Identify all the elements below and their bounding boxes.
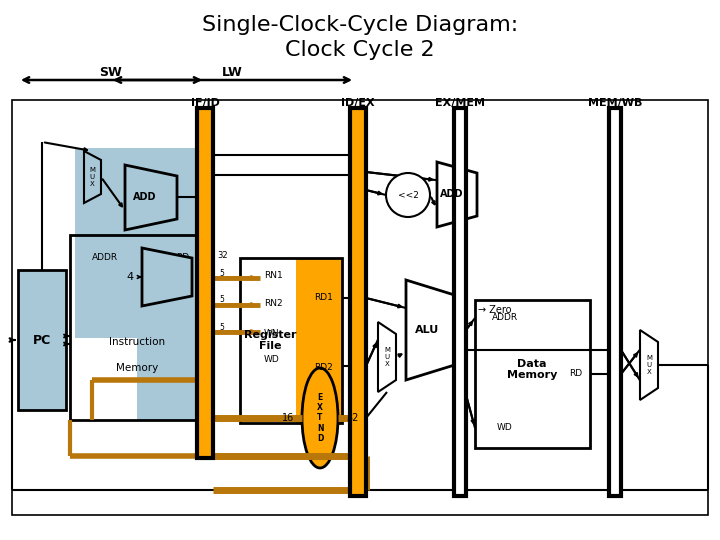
Text: <<2: <<2	[397, 191, 418, 199]
Text: ADDR: ADDR	[92, 253, 118, 261]
Text: LW: LW	[222, 65, 243, 78]
Text: Data
Memory: Data Memory	[507, 359, 557, 380]
Text: ALU: ALU	[415, 325, 439, 335]
Text: Single-Clock-Cycle Diagram:: Single-Clock-Cycle Diagram:	[202, 15, 518, 35]
Text: 32: 32	[346, 413, 359, 423]
Bar	[609, 108, 621, 496]
Bar	[70, 235, 205, 420]
Text: M
U
X: M U X	[89, 167, 95, 187]
Bar	[197, 108, 213, 458]
Text: SW: SW	[99, 65, 122, 78]
Text: E
X
T
N
D: E X T N D	[317, 393, 323, 443]
Text: Instruction: Instruction	[109, 338, 165, 347]
Text: MEM/WB: MEM/WB	[588, 98, 642, 108]
Text: RD2: RD2	[314, 363, 333, 373]
Polygon shape	[406, 280, 461, 380]
Text: WN: WN	[264, 328, 279, 338]
Text: RD: RD	[176, 253, 189, 261]
Text: RN1: RN1	[264, 272, 283, 280]
Text: ADDR: ADDR	[492, 314, 518, 322]
Bar	[12, 100, 708, 515]
Polygon shape	[378, 322, 396, 392]
Text: Clock Cycle 2: Clock Cycle 2	[285, 40, 435, 60]
Text: RD: RD	[570, 369, 582, 379]
Ellipse shape	[302, 368, 338, 468]
Text: 32: 32	[217, 251, 228, 260]
Circle shape	[386, 173, 430, 217]
Text: 4: 4	[127, 272, 134, 282]
Text: WD: WD	[264, 355, 280, 364]
Text: 5: 5	[219, 295, 224, 305]
Bar	[296, 258, 342, 423]
Bar	[75, 148, 210, 338]
Polygon shape	[437, 162, 477, 227]
Text: IF/ID: IF/ID	[191, 98, 220, 108]
Text: 5: 5	[219, 268, 224, 278]
Text: ID/EX: ID/EX	[341, 98, 375, 108]
Polygon shape	[142, 248, 192, 306]
Polygon shape	[640, 330, 658, 400]
Text: M
U
X: M U X	[384, 347, 390, 367]
Text: 5: 5	[219, 322, 224, 332]
Bar	[454, 108, 466, 496]
Text: 16: 16	[282, 413, 294, 423]
Text: PC: PC	[33, 334, 51, 347]
Text: WD: WD	[497, 423, 513, 433]
Bar	[240, 258, 342, 423]
Bar	[475, 300, 590, 448]
Text: → Zero: → Zero	[478, 305, 511, 315]
Text: EX/MEM: EX/MEM	[435, 98, 485, 108]
Text: ADD: ADD	[441, 189, 464, 199]
Text: Memory: Memory	[116, 363, 158, 373]
Text: ADD: ADD	[133, 192, 156, 202]
Polygon shape	[84, 151, 101, 203]
Bar	[18, 270, 66, 410]
Bar	[350, 108, 366, 496]
Text: Register
File: Register File	[244, 330, 297, 352]
Text: RD1: RD1	[314, 294, 333, 302]
Text: M
U
X: M U X	[646, 355, 652, 375]
Bar	[137, 235, 205, 420]
Polygon shape	[125, 165, 177, 230]
Text: RN2: RN2	[264, 299, 283, 307]
